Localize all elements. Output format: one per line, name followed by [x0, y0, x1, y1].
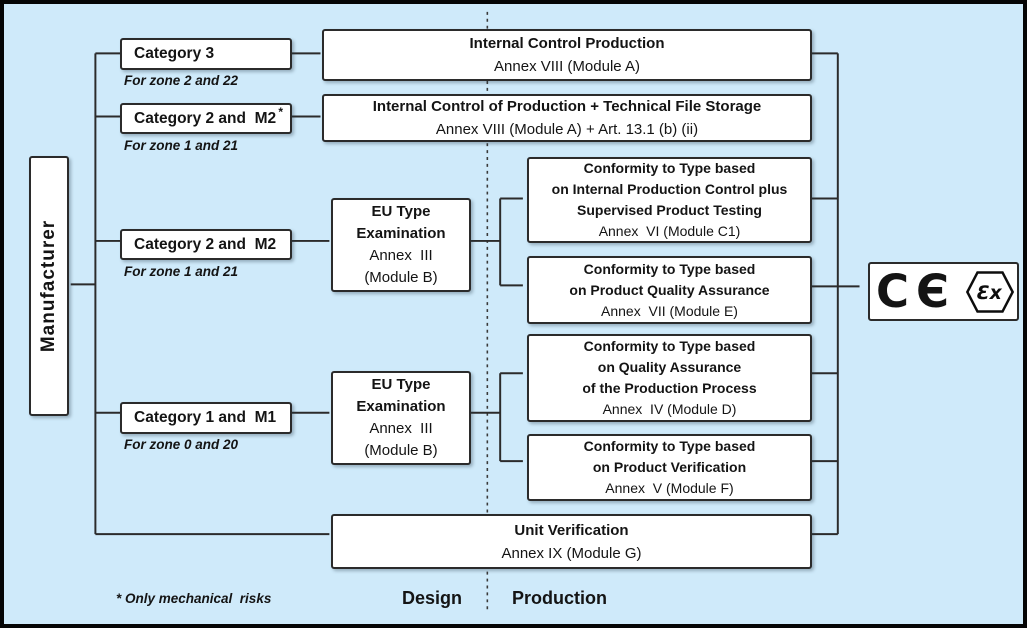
ce-mark-letters: CЄ: [875, 265, 957, 318]
category-2-m2-star-box: Category 2 and M2 *: [120, 103, 292, 134]
module-d-box: Conformity to Type based on Quality Assu…: [527, 334, 812, 422]
unit-verification-box: Unit Verification Annex IX (Module G): [331, 514, 812, 569]
category-2-m2-star-note: For zone 1 and 21: [124, 138, 239, 153]
internal-control-tfs-annex: Annex VIII (Module A) + Art. 13.1 (b) (i…: [435, 121, 699, 138]
module-d-line3: of the Production Process: [582, 380, 757, 396]
eu-type-a-line4: (Module B): [364, 269, 438, 286]
unit-verification-annex: Annex IX (Module G): [501, 544, 642, 562]
category-1-m1-box: Category 1 and M1: [120, 402, 292, 434]
module-f-line1: Conformity to Type based: [583, 438, 756, 454]
category-3-label: Category 3: [134, 45, 215, 62]
eu-type-a-line1: EU Type: [371, 203, 431, 220]
internal-control-production-annex: Annex VIII (Module A): [494, 58, 640, 75]
category-2-m2-star-label: Category 2 and M2: [134, 109, 277, 127]
eu-type-b-line3: Annex III: [369, 420, 433, 437]
internal-control-tfs-title: Internal Control of Production + Technic…: [372, 98, 762, 115]
module-f-annex: Annex V (Module F): [605, 480, 734, 496]
category-2-m2-label: Category 2 and M2: [134, 235, 277, 253]
module-c1-box: Conformity to Type based on Internal Pro…: [527, 157, 812, 243]
svg-text:Ɛx: Ɛx: [977, 283, 1003, 304]
module-c1-line1: Conformity to Type based: [583, 160, 756, 176]
internal-control-production-box: Internal Control Production Annex VIII (…: [322, 29, 812, 81]
internal-control-tfs-box: Internal Control of Production + Technic…: [322, 94, 812, 142]
module-c1-line3: Supervised Product Testing: [577, 202, 762, 218]
module-e-line1: Conformity to Type based: [583, 260, 756, 277]
module-c1-line2: on Internal Production Control plus: [551, 181, 788, 197]
category-3-box: Category 3: [120, 38, 292, 70]
eu-type-examination-box-b: EU Type Examination Annex III (Module B): [331, 371, 471, 465]
ex-hexagon-icon: Ɛx: [965, 270, 1015, 313]
eu-type-b-line4: (Module B): [364, 442, 438, 459]
category-3-note: For zone 2 and 22: [124, 73, 239, 88]
design-label: Design: [402, 588, 463, 608]
category-1-m1-note: For zone 0 and 20: [124, 437, 239, 452]
category-2-m2-note: For zone 1 and 21: [124, 264, 239, 279]
module-d-line1: Conformity to Type based: [583, 338, 756, 354]
manufacturer-label: Manufacturer: [38, 219, 60, 353]
footnote: * Only mechanical risks: [116, 591, 272, 606]
eu-type-b-line1: EU Type: [371, 376, 431, 393]
module-d-line2: on Quality Assurance: [597, 359, 742, 375]
eu-type-a-line3: Annex III: [369, 247, 433, 264]
internal-control-production-title: Internal Control Production: [469, 35, 665, 52]
eu-type-examination-box-a: EU Type Examination Annex III (Module B): [331, 198, 471, 292]
module-d-annex: Annex IV (Module D): [602, 401, 737, 417]
module-f-line2: on Product Verification: [592, 459, 747, 475]
ce-ex-mark-box: CЄ Ɛx: [868, 262, 1019, 321]
production-label: Production: [512, 588, 607, 608]
module-e-box: Conformity to Type based on Product Qual…: [527, 256, 812, 324]
eu-type-a-line2: Examination: [356, 225, 446, 242]
connector-lines: [70, 11, 860, 610]
category-2-m2-box: Category 2 and M2: [120, 229, 292, 260]
manufacturer-box: Manufacturer: [29, 156, 69, 416]
unit-verification-title: Unit Verification: [514, 521, 629, 539]
module-f-box: Conformity to Type based on Product Veri…: [527, 434, 812, 501]
eu-type-b-line2: Examination: [356, 398, 446, 415]
module-e-line2: on Product Quality Assurance: [569, 281, 770, 298]
module-e-annex: Annex VII (Module E): [601, 302, 738, 319]
category-1-m1-label: Category 1 and M1: [134, 409, 277, 426]
module-c1-annex: Annex VI (Module C1): [598, 223, 741, 239]
footnote-marker: *: [278, 105, 283, 119]
